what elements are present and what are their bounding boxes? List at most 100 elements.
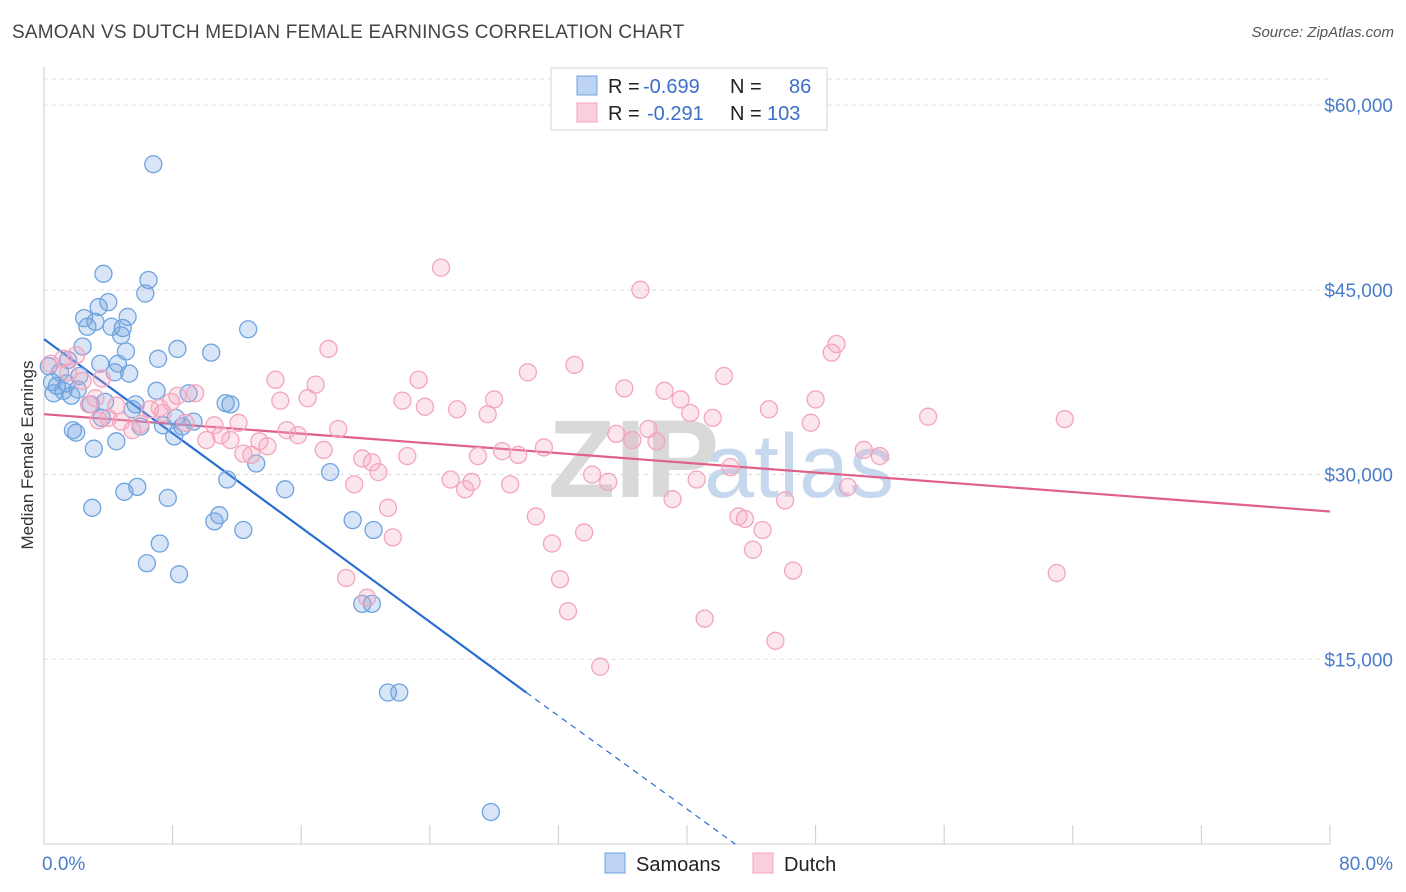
point-dutch-75	[623, 430, 642, 450]
point-dutch-36	[314, 440, 333, 460]
point-dutch-53	[447, 400, 467, 419]
chart-title: SAMOAN VS DUTCH MEDIAN FEMALE EARNINGS C…	[12, 22, 685, 43]
trendline-samoans-extension	[525, 692, 736, 845]
point-dutch-66	[550, 570, 570, 589]
point-samoans-11	[68, 380, 87, 399]
point-dutch-35	[306, 375, 325, 394]
legend-r-value-dutch: -0.291	[647, 103, 704, 125]
point-samoans-64	[247, 454, 266, 473]
point-samoans-28	[107, 432, 126, 451]
point-dutch-65	[542, 534, 562, 553]
point-samoans-19	[86, 312, 105, 331]
point-dutch-67	[558, 602, 578, 621]
point-dutch-102	[870, 446, 890, 466]
point-dutch-58	[484, 390, 504, 409]
point-samoans-33	[116, 342, 136, 361]
point-dutch-72	[599, 472, 618, 492]
point-dutch-60	[501, 475, 520, 494]
point-dutch-43	[362, 453, 382, 472]
point-dutch-95	[783, 561, 803, 580]
point-dutch-78	[647, 432, 666, 451]
point-dutch-90	[743, 540, 763, 559]
legend-n-value-samoans: 86	[789, 76, 811, 98]
point-dutch-48	[398, 446, 417, 466]
point-samoans-40	[136, 284, 155, 303]
point-dutch-13	[131, 414, 150, 434]
point-samoans-72	[390, 683, 409, 702]
point-samoans-25	[99, 292, 118, 312]
point-dutch-69	[574, 523, 594, 542]
point-dutch-38	[329, 419, 348, 439]
point-dutch-99	[827, 334, 846, 354]
point-samoans-12	[70, 366, 89, 386]
axes	[43, 67, 1331, 845]
point-dutch-21	[197, 430, 216, 450]
point-samoans-21	[91, 354, 110, 373]
point-samoans-43	[144, 155, 163, 174]
point-samoans-44	[147, 381, 166, 400]
point-dutch-84	[695, 609, 714, 628]
point-dutch-85	[703, 408, 722, 428]
point-dutch-27	[242, 445, 261, 464]
point-dutch-34	[298, 389, 317, 408]
point-samoans-68	[353, 594, 372, 614]
point-samoans-31	[113, 318, 132, 338]
point-dutch-47	[393, 391, 412, 410]
point-dutch-24	[221, 430, 240, 450]
point-samoans-57	[205, 512, 224, 531]
legend-n-label-samoans: N =	[730, 76, 762, 98]
point-dutch-86	[714, 366, 734, 386]
point-dutch-98	[822, 343, 841, 362]
point-dutch-91	[753, 520, 772, 540]
point-dutch-10	[107, 396, 126, 415]
point-dutch-64	[534, 438, 554, 457]
bottom-legend-swatch-dutch	[752, 852, 774, 874]
point-dutch-23	[211, 425, 230, 445]
point-dutch-104	[1047, 563, 1066, 583]
chart-source: Source: ZipAtlas.com	[1251, 24, 1394, 41]
point-samoans-46	[150, 534, 169, 553]
point-dutch-39	[337, 568, 356, 588]
point-samoans-10	[67, 423, 86, 442]
x-tick-label-0: 0.0%	[42, 854, 85, 875]
point-dutch-70	[583, 465, 602, 484]
bottom-legend-label-samoans: Samoans	[636, 854, 721, 876]
point-dutch-45	[378, 498, 398, 517]
point-dutch-19	[176, 413, 195, 432]
point-dutch-105	[1055, 409, 1074, 429]
point-samoans-42	[139, 270, 158, 290]
point-samoans-17	[83, 498, 102, 517]
point-dutch-73	[607, 424, 626, 444]
point-dutch-74	[615, 379, 634, 398]
trend-lines	[43, 338, 1331, 845]
point-dutch-6	[86, 389, 105, 408]
point-dutch-63	[526, 507, 546, 526]
point-dutch-15	[150, 398, 169, 418]
grid	[44, 78, 1330, 660]
legend-swatch-samoans	[576, 75, 598, 96]
point-dutch-25	[229, 413, 248, 432]
point-dutch-87	[721, 458, 740, 477]
point-samoans-45	[148, 349, 168, 368]
bottom-legend-swatch-samoans	[604, 852, 626, 874]
point-dutch-61	[509, 445, 528, 464]
point-dutch-89	[735, 509, 755, 529]
point-samoans-35	[120, 364, 139, 383]
point-samoans-63	[239, 320, 258, 339]
point-samoans-37	[126, 395, 145, 414]
point-dutch-71	[591, 657, 610, 676]
point-dutch-42	[357, 588, 377, 607]
point-samoans-38	[128, 477, 147, 497]
legend-r-value-samoans: -0.699	[643, 76, 700, 98]
tick-labels: $60,000 $45,000 $30,000 $15,000 0.0% 80.0%	[42, 96, 1393, 875]
point-dutch-40	[345, 475, 364, 494]
point-dutch-41	[353, 449, 372, 468]
point-samoans-52	[169, 565, 189, 584]
legend: R = -0.699 N = 86 R = -0.291 N = 103	[550, 67, 828, 131]
legend-n-value-dutch: 103	[767, 103, 800, 125]
point-dutch-94	[775, 491, 795, 510]
trendline-dutch	[43, 413, 1331, 513]
point-dutch-100	[838, 477, 857, 497]
point-samoans-65	[275, 480, 295, 499]
legend-r-label-dutch: R =	[608, 103, 640, 125]
